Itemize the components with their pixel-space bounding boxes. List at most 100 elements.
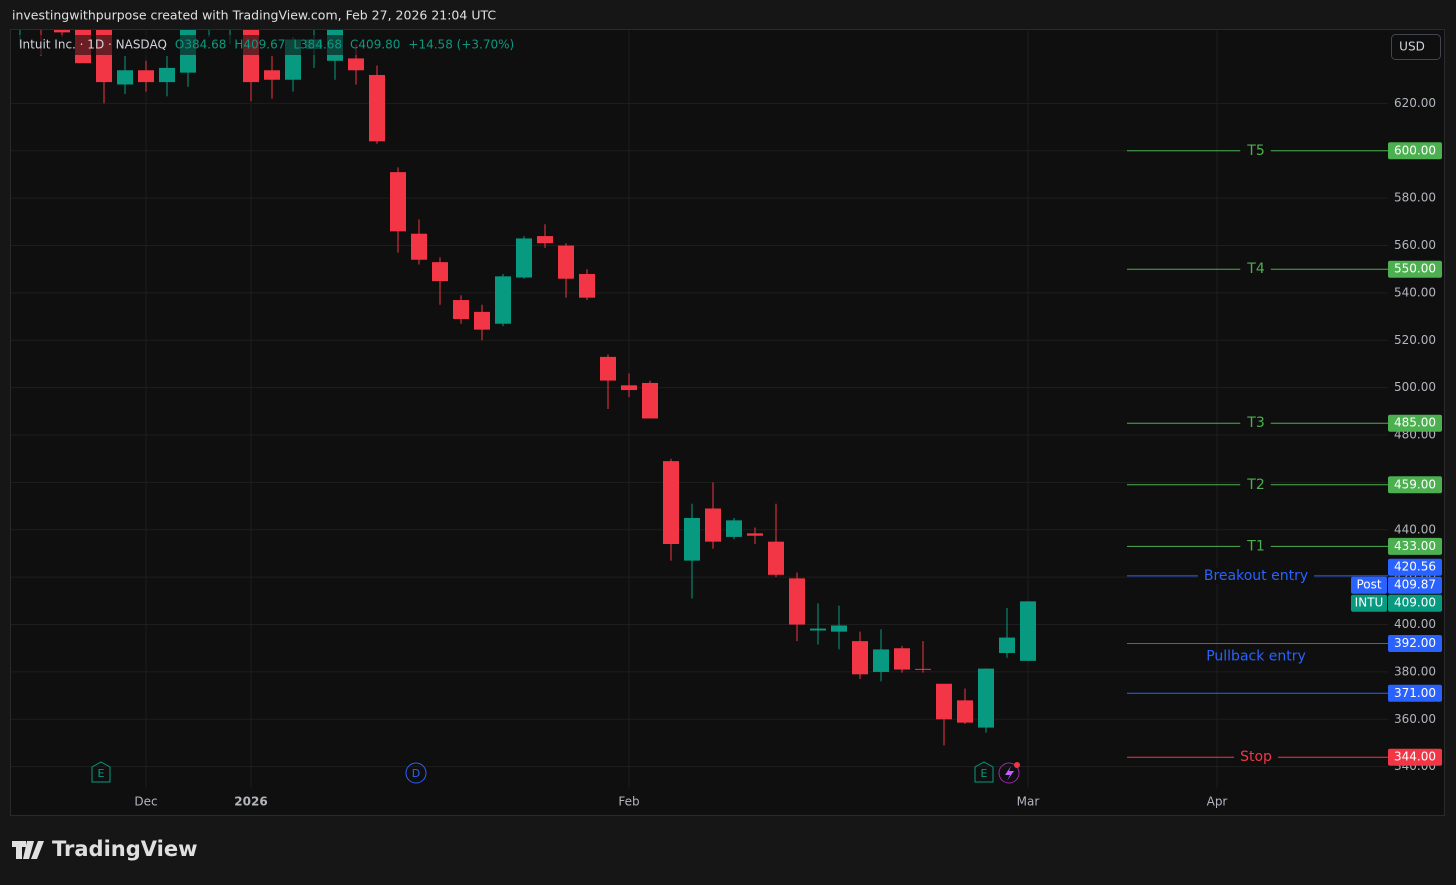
icon-ring — [998, 762, 1020, 784]
event-e1[interactable]: E — [91, 761, 111, 783]
y-tick-label: 520.00 — [1394, 333, 1436, 347]
header-bg — [14, 35, 484, 55]
candle-body — [390, 172, 406, 232]
price-badge-label: 420.56 — [1394, 560, 1436, 574]
x-tick-label: Feb — [618, 795, 639, 809]
level-label: Pullback entry — [1206, 649, 1306, 665]
price-badge — [1388, 260, 1442, 278]
candle-body — [117, 70, 133, 85]
candle-body — [621, 385, 637, 391]
x-tick-label: Apr — [1207, 795, 1228, 809]
y-tick-label: 500.00 — [1394, 380, 1436, 394]
candle-body — [747, 533, 763, 536]
event-icon — [974, 761, 994, 783]
candle-body — [852, 641, 868, 675]
candle-body — [684, 517, 700, 561]
level-label-bg — [1240, 261, 1271, 278]
level-label: T2 — [1246, 477, 1264, 493]
candle-body — [432, 262, 448, 282]
candle-body — [936, 683, 952, 720]
candle-body — [495, 276, 511, 324]
candle-body — [999, 637, 1015, 653]
level-label-bg — [1240, 415, 1271, 432]
price-badge — [1388, 142, 1442, 160]
chart-pane — [10, 29, 1445, 816]
event-label: D — [412, 767, 420, 780]
level-label: T4 — [1246, 261, 1265, 277]
price-badge — [1388, 414, 1442, 432]
candle-body — [579, 273, 595, 298]
candle-body — [348, 58, 364, 71]
header-low: L384.68 — [293, 38, 342, 52]
price-badge — [1388, 684, 1442, 702]
x-tick-label: 2026 — [234, 795, 267, 809]
price-badge-label: 409.00 — [1394, 596, 1436, 610]
price-badge-name: Post — [1356, 578, 1381, 592]
event-e2[interactable]: E — [974, 761, 994, 783]
price-badge — [1388, 635, 1442, 653]
candle-body — [264, 70, 280, 80]
price-badge-name-bg — [1351, 594, 1387, 612]
level-label: T3 — [1246, 415, 1264, 431]
price-badge-label: 392.00 — [1394, 636, 1436, 650]
price-badge — [1388, 594, 1442, 612]
price-badge-label: 409.87 — [1394, 578, 1436, 592]
x-tick-label: Dec — [134, 795, 157, 809]
icon-dot — [1014, 762, 1020, 768]
price-badge-label: 371.00 — [1394, 686, 1436, 700]
price-badge-label: 485.00 — [1394, 416, 1436, 430]
candle-body — [369, 75, 385, 142]
candle-body — [411, 233, 427, 260]
price-badge — [1388, 558, 1442, 576]
top-note: investingwithpurpose created with Tradin… — [12, 8, 496, 23]
header-open: O384.68 — [175, 38, 226, 52]
candle-body — [138, 70, 154, 83]
candle-body — [54, 30, 70, 33]
candle-body — [663, 461, 679, 545]
y-tick-label: 580.00 — [1394, 191, 1436, 205]
y-tick-label: 360.00 — [1394, 712, 1436, 726]
level-label: T5 — [1246, 143, 1264, 159]
event-d[interactable]: D — [405, 762, 427, 784]
event-icon — [405, 762, 427, 784]
level-label: T1 — [1246, 538, 1264, 554]
price-badge-label: 600.00 — [1394, 143, 1436, 157]
candle-body — [957, 700, 973, 723]
candle-body — [600, 356, 616, 381]
candle-body — [873, 649, 889, 672]
price-badge — [1388, 576, 1442, 594]
event-icon — [91, 761, 111, 783]
candle-body — [558, 245, 574, 279]
header-close: C409.80 — [350, 38, 400, 52]
candle-body — [768, 541, 784, 575]
event-label: E — [981, 767, 988, 780]
candle-body — [516, 238, 532, 278]
y-tick-label: 540.00 — [1394, 285, 1436, 299]
candle-body — [537, 236, 553, 244]
logo: TradingView — [12, 837, 197, 861]
flash-icon[interactable] — [998, 762, 1020, 784]
level-label-bg — [1240, 142, 1271, 159]
level-label-bg — [1197, 567, 1315, 584]
price-badge-label: 433.00 — [1394, 539, 1436, 553]
y-tick-label: 620.00 — [1394, 96, 1436, 110]
candle-body — [642, 382, 658, 419]
header-title: Intuit Inc. · 1D · NASDAQ — [19, 38, 167, 52]
price-badge — [1388, 748, 1442, 766]
candle-body — [810, 628, 826, 631]
candle-body — [159, 67, 175, 83]
price-badge-name: INTU — [1355, 596, 1384, 610]
level-label-bg — [1234, 749, 1279, 766]
price-badge-label: 459.00 — [1394, 477, 1436, 491]
level-label-bg — [1240, 476, 1271, 493]
level-label: Stop — [1240, 749, 1272, 765]
event-label: E — [98, 767, 105, 780]
candle-body — [1020, 601, 1036, 661]
y-tick-label: 380.00 — [1394, 664, 1436, 678]
candle-body — [894, 648, 910, 670]
x-tick-label: Mar — [1017, 795, 1040, 809]
y-tick-label: 440.00 — [1394, 522, 1436, 536]
currency[interactable]: USD — [1399, 40, 1425, 54]
currency-button[interactable] — [1391, 34, 1441, 60]
